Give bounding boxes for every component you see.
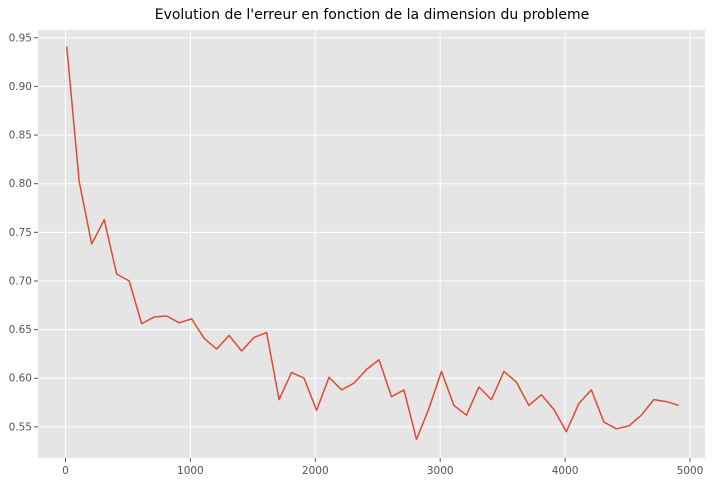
series-line	[65, 46, 679, 441]
y-tick-label: 0.90	[9, 81, 32, 93]
y-tick-label: 0.75	[9, 227, 32, 239]
x-tick-label: 0	[62, 465, 69, 477]
axes: 0 1000 2000 3000 4000 5000 0.55 0.60 0.65 0.70 0.7…	[9, 32, 704, 477]
y-tick-label: 0.85	[9, 130, 32, 142]
x-tick-label: 1000	[177, 465, 204, 477]
x-tick-label: 3000	[427, 465, 454, 477]
y-tick-label: 0.55	[9, 421, 32, 433]
grid-lines	[38, 30, 705, 458]
y-tick-label: 0.70	[9, 275, 32, 287]
x-tick-label: 2000	[302, 465, 329, 477]
y-tick-label: 0.60	[9, 373, 32, 385]
plot-area	[38, 30, 705, 458]
x-tick-label: 4000	[552, 465, 579, 477]
chart-title: Evolution de l'erreur en fonction de la …	[155, 7, 590, 23]
x-tick-label: 5000	[677, 465, 704, 477]
y-tick-label: 0.95	[9, 32, 32, 44]
y-tick-label: 0.80	[9, 178, 32, 190]
series-layer	[65, 46, 679, 441]
y-tick-label: 0.65	[9, 324, 32, 336]
